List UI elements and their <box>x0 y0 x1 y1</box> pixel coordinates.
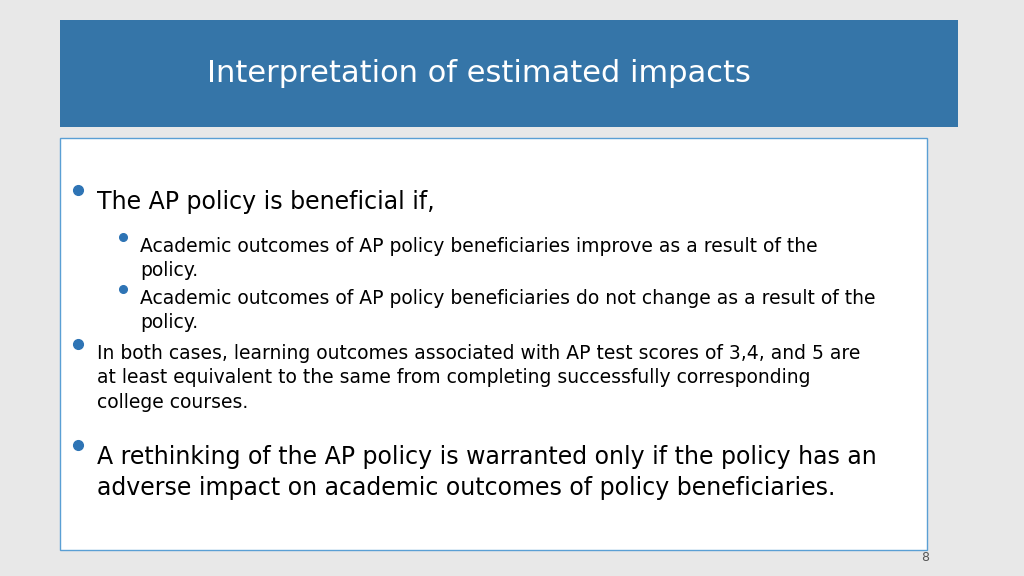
Text: Academic outcomes of AP policy beneficiaries improve as a result of the
policy.: Academic outcomes of AP policy beneficia… <box>140 237 817 281</box>
Text: Interpretation of estimated impacts: Interpretation of estimated impacts <box>207 59 751 88</box>
Text: A rethinking of the AP policy is warranted only if the policy has an
adverse imp: A rethinking of the AP policy is warrant… <box>96 445 877 500</box>
Text: Academic outcomes of AP policy beneficiaries do not change as a result of the
po: Academic outcomes of AP policy beneficia… <box>140 289 876 332</box>
Text: The AP policy is beneficial if,: The AP policy is beneficial if, <box>96 190 434 214</box>
FancyBboxPatch shape <box>60 20 957 127</box>
Text: In both cases, learning outcomes associated with AP test scores of 3,4, and 5 ar: In both cases, learning outcomes associa… <box>96 344 860 412</box>
FancyBboxPatch shape <box>60 138 927 550</box>
Text: 8: 8 <box>921 551 929 564</box>
